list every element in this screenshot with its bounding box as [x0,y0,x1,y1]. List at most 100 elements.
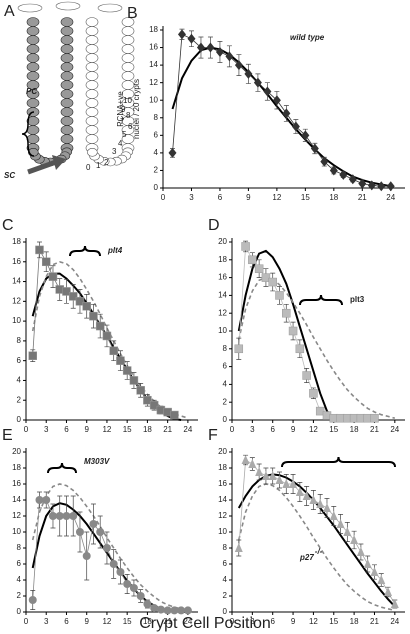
panel-label: E [2,427,13,444]
reference-curve [31,483,189,612]
marker [116,356,125,365]
marker [329,511,338,520]
cell-position-label: 1 [96,161,101,170]
y-tick-label: 10 [218,326,227,335]
cell [85,53,99,63]
marker [309,495,318,504]
cell [85,134,99,144]
villus-cell [17,3,43,13]
data-line [172,33,391,187]
marker [241,455,250,464]
y-tick-label: 18 [149,25,158,34]
brace [47,462,77,474]
marker [386,181,395,192]
marker [302,491,311,500]
marker [82,552,91,560]
sc-arrowhead [52,155,66,170]
reference-curve [238,483,395,612]
cell [26,53,40,63]
cell [26,26,40,36]
marker [377,575,386,584]
cell-position-label: 5 [122,130,127,139]
marker [248,255,257,265]
y-tick-label: 4 [17,575,22,584]
cell [60,35,74,45]
marker [329,165,338,176]
x-tick-label: 24 [386,193,395,202]
panel-label: B [127,5,138,22]
cell [85,44,99,54]
marker [48,272,58,281]
y-tick-label: 20 [218,237,227,246]
cell [121,62,135,72]
marker [309,389,318,398]
marker [370,413,379,423]
marker [136,386,145,395]
marker [261,273,271,282]
marker [339,169,348,180]
marker [320,156,329,167]
cell [60,71,74,81]
marker [234,60,243,71]
marker [348,174,357,185]
reference-curve [238,276,396,419]
marker [163,606,172,615]
marker [248,459,257,468]
x-tick-label: 12 [102,617,111,626]
y-tick-label: 8 [154,113,159,122]
marker [263,86,272,97]
y-tick-label: 2 [17,591,22,600]
x-tick-label: 6 [64,617,69,626]
cell [26,35,40,45]
marker [315,406,325,416]
panel-label: C [2,217,14,234]
y-tick-label: 0 [223,607,228,616]
y-tick-label: 12 [12,296,21,305]
cell [60,98,74,108]
y-tick-label: 10 [218,527,227,536]
marker [322,503,331,512]
marker [41,257,51,267]
y-tick-label: 2 [17,395,22,404]
x-tick-label: 24 [390,617,399,626]
pc-brace [21,111,35,157]
cell [121,44,135,54]
diagram-label: SC [4,171,15,180]
x-tick-label: 0 [230,617,235,626]
y-tick-label: 8 [223,543,228,552]
cell [60,89,74,99]
marker [55,512,64,520]
y-tick-label: 10 [149,95,158,104]
cell [85,89,99,99]
cell [85,98,99,108]
marker [35,245,44,255]
x-tick-label: 3 [44,425,49,434]
y-tick-label: 12 [12,511,21,520]
marker [156,605,165,614]
y-axis-label: nuclei / 20 crypts [132,79,141,139]
marker [358,178,367,189]
marker [377,181,386,192]
x-tick-label: 0 [161,193,166,202]
x-tick-label: 0 [24,425,29,434]
marker [187,33,196,44]
x-tick-label: 9 [291,425,296,434]
y-tick-label: 4 [17,376,22,385]
marker [28,596,37,604]
y-tick-label: 16 [149,43,158,52]
marker [170,606,179,615]
marker [183,606,192,615]
marker [102,544,111,552]
fit-curve [237,473,396,608]
y-tick-label: 14 [218,291,227,300]
y-axis-label: PCNA+ve [116,91,125,127]
cell [85,71,99,81]
x-tick-label: 15 [123,617,132,626]
brace [281,456,396,468]
marker [42,496,51,504]
marker [215,46,224,57]
y-tick-label: 8 [17,336,22,345]
marker [390,599,399,608]
cell [85,26,99,36]
x-tick-label: 18 [329,193,338,202]
